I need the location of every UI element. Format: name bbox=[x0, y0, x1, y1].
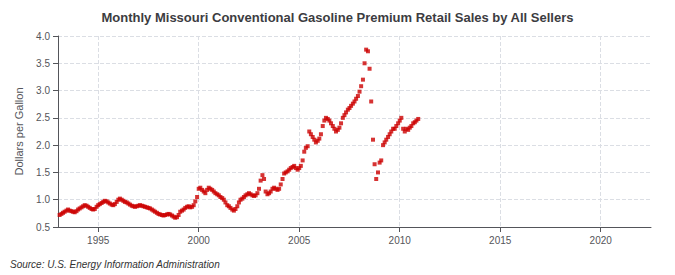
svg-text:2005: 2005 bbox=[288, 235, 311, 246]
svg-text:3.5: 3.5 bbox=[36, 58, 50, 69]
svg-text:1.5: 1.5 bbox=[36, 167, 50, 178]
svg-text:Dollars per Gallon: Dollars per Gallon bbox=[13, 87, 25, 175]
svg-text:2010: 2010 bbox=[389, 235, 412, 246]
svg-text:2000: 2000 bbox=[188, 235, 211, 246]
svg-text:2015: 2015 bbox=[489, 235, 512, 246]
svg-text:2.0: 2.0 bbox=[36, 140, 50, 151]
svg-text:1.0: 1.0 bbox=[36, 194, 50, 205]
svg-text:Monthly Missouri Conventional: Monthly Missouri Conventional Gasoline P… bbox=[102, 10, 574, 25]
svg-text:2020: 2020 bbox=[590, 235, 613, 246]
svg-text:0.5: 0.5 bbox=[36, 222, 50, 233]
svg-text:Source: U.S. Energy Informatio: Source: U.S. Energy Information Administ… bbox=[10, 259, 220, 270]
svg-text:1995: 1995 bbox=[87, 235, 110, 246]
svg-text:4.0: 4.0 bbox=[36, 31, 50, 42]
svg-text:2.5: 2.5 bbox=[36, 112, 50, 123]
svg-text:3.0: 3.0 bbox=[36, 85, 50, 96]
